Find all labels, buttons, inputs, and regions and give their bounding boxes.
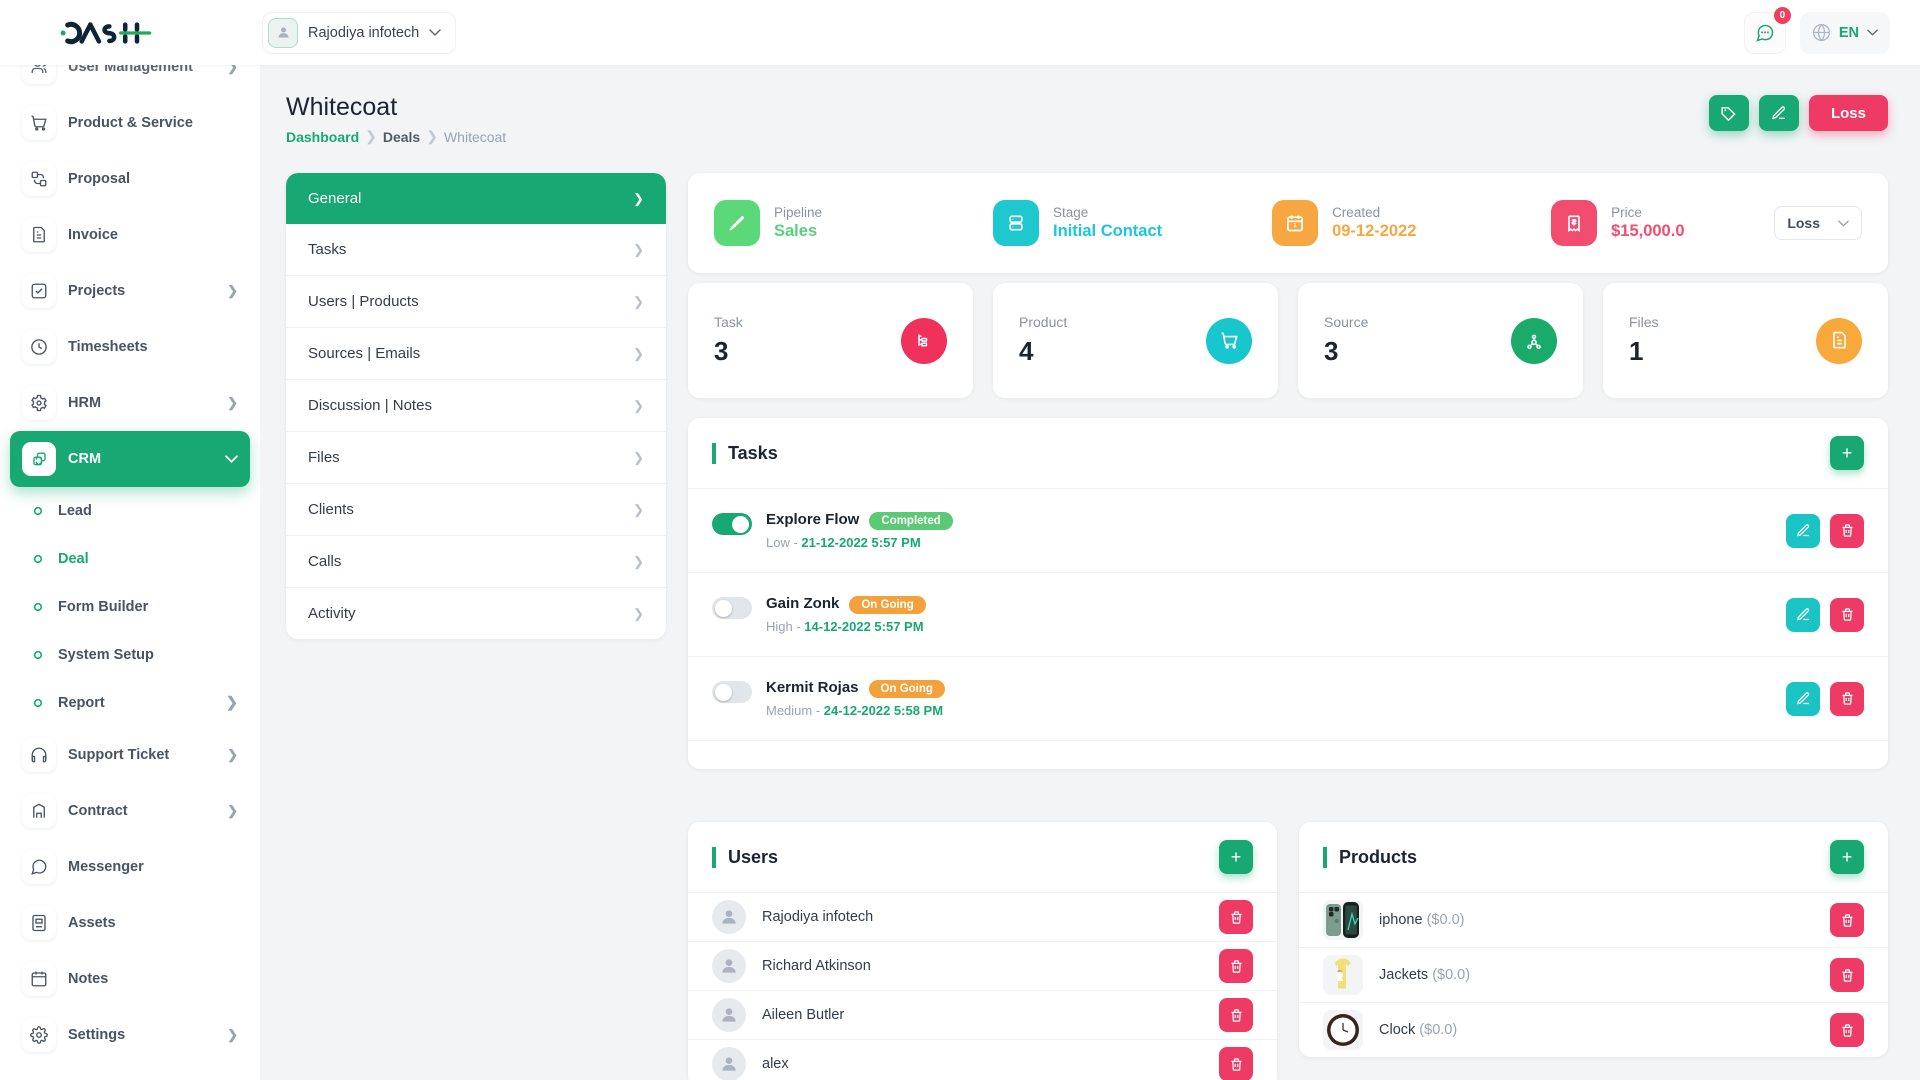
svg-text:1: 1	[1293, 223, 1297, 229]
